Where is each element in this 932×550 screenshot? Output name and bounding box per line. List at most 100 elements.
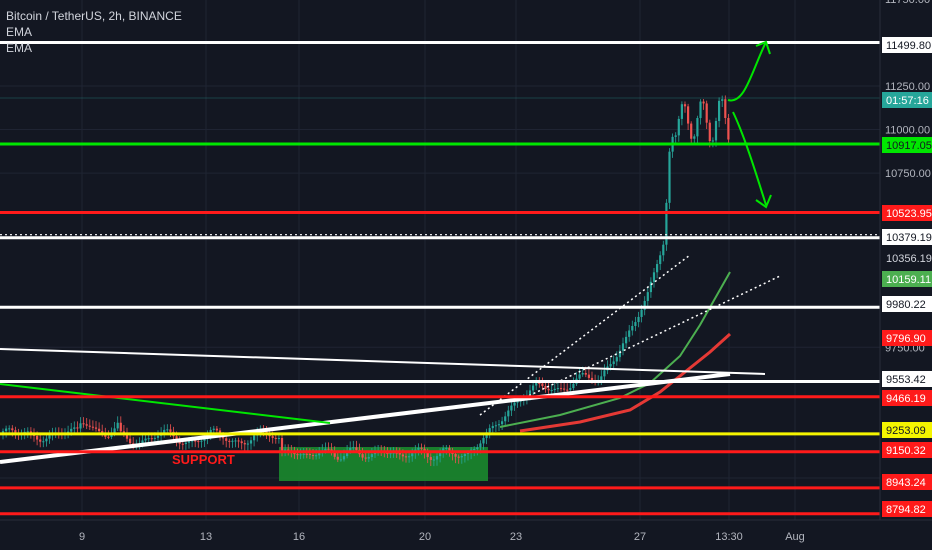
candle-body xyxy=(637,316,640,323)
candle-body xyxy=(342,456,346,460)
down-arrow-head xyxy=(755,194,772,209)
candle-body xyxy=(572,383,575,389)
candle-body xyxy=(302,453,305,455)
price-tick-3: 11000.00 xyxy=(885,125,930,137)
candle-body xyxy=(169,429,172,432)
candle-body xyxy=(668,151,671,203)
candle-body xyxy=(253,435,256,441)
candle-body xyxy=(656,264,659,273)
candle-body xyxy=(398,453,401,455)
price-label-box-8 xyxy=(882,330,932,346)
time-tick-2: 16 xyxy=(293,531,305,543)
dotted-channel-upper xyxy=(479,254,691,416)
descending-green-trendline xyxy=(0,383,331,424)
candle-body xyxy=(39,439,42,442)
candle-body xyxy=(98,428,101,432)
candle-body xyxy=(237,440,240,442)
candle-body xyxy=(646,292,649,301)
candle-body xyxy=(621,343,625,351)
candle-body xyxy=(631,325,634,331)
up-arrow-head xyxy=(755,40,771,55)
candle-body xyxy=(8,428,11,430)
candle-body xyxy=(386,452,389,454)
candle-body xyxy=(336,456,339,460)
candle-body xyxy=(491,426,494,429)
candle-body xyxy=(91,426,94,428)
candle-body xyxy=(116,422,119,429)
candle-body xyxy=(287,449,290,451)
candle-body xyxy=(364,457,367,459)
candle-body xyxy=(113,428,116,434)
candle-body xyxy=(218,430,222,435)
ema-indicator-2[interactable]: EMA xyxy=(6,41,33,55)
candle-body xyxy=(271,436,274,438)
candle-body xyxy=(634,322,637,326)
candle-body xyxy=(240,441,243,444)
candle-body xyxy=(324,448,327,451)
candle-body xyxy=(618,350,621,358)
time-tick-0: 9 xyxy=(79,531,85,543)
candle-body xyxy=(144,438,147,441)
candle-body xyxy=(29,431,32,433)
price-label-2: 10917.05 xyxy=(886,140,932,152)
candle-body xyxy=(175,436,178,441)
candle-body xyxy=(501,421,504,425)
candle-body xyxy=(696,118,699,137)
price-tick-4: 10750.00 xyxy=(885,168,931,180)
price-label-box-5 xyxy=(881,249,932,267)
candle-body xyxy=(163,429,166,433)
candle-body xyxy=(315,455,318,457)
price-label-9: 9553.42 xyxy=(886,374,926,386)
candle-body xyxy=(308,454,311,456)
ema-indicator-1[interactable]: EMA xyxy=(6,25,33,39)
candle-body xyxy=(439,451,442,457)
candle-body xyxy=(181,443,184,445)
candle-body xyxy=(432,459,435,461)
time-tick-4: 23 xyxy=(510,531,522,543)
candle-body xyxy=(389,453,392,455)
price-label-8: 9796.90 xyxy=(886,333,926,345)
candle-body xyxy=(649,281,652,293)
candle-body xyxy=(699,101,702,119)
candle-body xyxy=(305,453,308,455)
price-label-13: 8943.24 xyxy=(886,477,926,489)
price-label-box-3 xyxy=(882,205,932,221)
candle-body xyxy=(693,136,696,139)
descending-white-trendline xyxy=(0,348,766,375)
candle-body xyxy=(346,451,349,457)
candle-body xyxy=(457,456,460,458)
candle-body xyxy=(156,435,160,438)
candle-body xyxy=(683,104,687,107)
candle-body xyxy=(215,428,218,431)
candle-body xyxy=(274,437,277,439)
candle-body xyxy=(482,437,485,444)
candle-body xyxy=(150,438,153,440)
candle-body xyxy=(659,255,662,265)
candle-body xyxy=(42,441,45,443)
candle-body xyxy=(70,428,73,432)
price-tick-0: 11750.00 xyxy=(885,0,930,6)
price-label-7: 9980.22 xyxy=(886,299,926,311)
candle-body xyxy=(563,388,566,390)
candle-body xyxy=(538,382,541,384)
candle-body xyxy=(48,435,51,439)
candle-body xyxy=(367,457,370,459)
candle-body xyxy=(550,390,553,392)
candle-body xyxy=(194,440,197,442)
candle-body xyxy=(587,374,590,378)
candle-body xyxy=(727,118,730,140)
candle-body xyxy=(426,452,429,458)
price-label-3: 10523.95 xyxy=(886,208,932,220)
candle-body xyxy=(615,357,618,362)
candle-body xyxy=(674,135,677,137)
candle-body xyxy=(243,443,246,445)
candle-body xyxy=(507,410,510,417)
candle-body xyxy=(45,438,48,442)
ascending-white-trendline xyxy=(0,372,731,464)
candle-body xyxy=(187,441,191,443)
candle-body xyxy=(479,443,482,448)
candle-body xyxy=(88,425,91,427)
candle-body xyxy=(652,272,656,282)
candle-body xyxy=(721,99,724,101)
